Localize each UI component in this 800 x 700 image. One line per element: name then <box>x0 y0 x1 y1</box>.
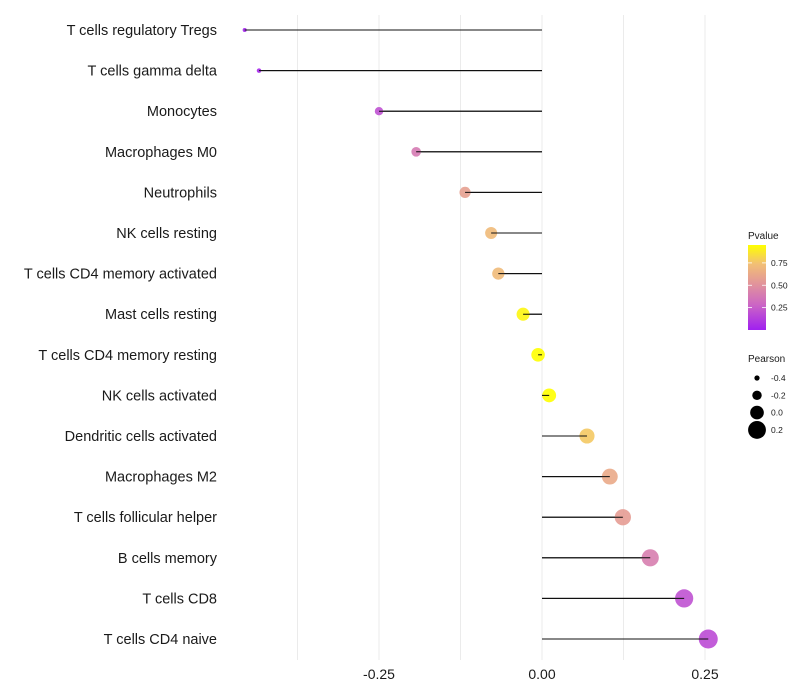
points <box>242 27 718 649</box>
y-tick-label: T cells CD8 <box>142 591 217 607</box>
y-tick-label: Mast cells resting <box>105 307 217 323</box>
size-legend-label: 0.0 <box>771 408 783 418</box>
stems <box>244 29 709 640</box>
x-tick-label: 0.00 <box>528 666 555 682</box>
x-tick-label: 0.25 <box>691 666 718 682</box>
size-legend-label: -0.2 <box>771 390 786 400</box>
y-tick-label: T cells CD4 memory resting <box>38 348 217 364</box>
size-legend-label: -0.4 <box>771 373 786 383</box>
y-tick-label: T cells gamma delta <box>88 64 218 80</box>
y-axis-labels: T cells regulatory Tregs T cells gamma de… <box>24 23 218 648</box>
x-tick-label: -0.25 <box>363 666 395 682</box>
y-tick-label: Macrophages M2 <box>105 470 217 486</box>
point <box>256 68 262 73</box>
y-tick-label: T cells follicular helper <box>74 510 217 526</box>
y-tick-label: Macrophages M0 <box>105 145 217 161</box>
colorbar-tick-label: 0.25 <box>771 303 788 313</box>
y-tick-label: NK cells resting <box>116 226 217 242</box>
size-legend-key <box>748 420 766 439</box>
legend-pvalue-title: Pvalue <box>748 231 779 242</box>
size-legend-key <box>750 405 764 420</box>
point <box>242 27 247 33</box>
legend-pearson-title: Pearson <box>748 354 785 365</box>
y-tick-label: Monocytes <box>147 104 217 120</box>
legend-pvalue: Pvalue 0.25 0.50 0.75 <box>748 231 788 330</box>
y-tick-label: Neutrophils <box>144 185 217 201</box>
grid-lines <box>297 15 706 660</box>
size-legend-key <box>752 390 762 401</box>
y-tick-label: T cells regulatory Tregs <box>67 23 217 39</box>
y-tick-label: T cells CD4 memory activated <box>24 267 217 283</box>
y-tick-label: Dendritic cells activated <box>65 429 217 445</box>
legend-colorbar <box>748 245 766 330</box>
y-tick-label: NK cells activated <box>102 388 217 404</box>
size-legend-label: 0.2 <box>771 425 783 435</box>
y-tick-label: B cells memory <box>118 551 218 567</box>
legend-pearson: Pearson -0.4 -0.2 0.0 0.2 <box>748 354 786 439</box>
y-tick-label: T cells CD4 naive <box>104 632 217 648</box>
x-axis-labels: -0.25 0.00 0.25 <box>363 666 719 682</box>
size-legend-key <box>754 375 760 381</box>
colorbar-tick-label: 0.75 <box>771 258 788 268</box>
colorbar-tick-label: 0.50 <box>771 280 788 290</box>
